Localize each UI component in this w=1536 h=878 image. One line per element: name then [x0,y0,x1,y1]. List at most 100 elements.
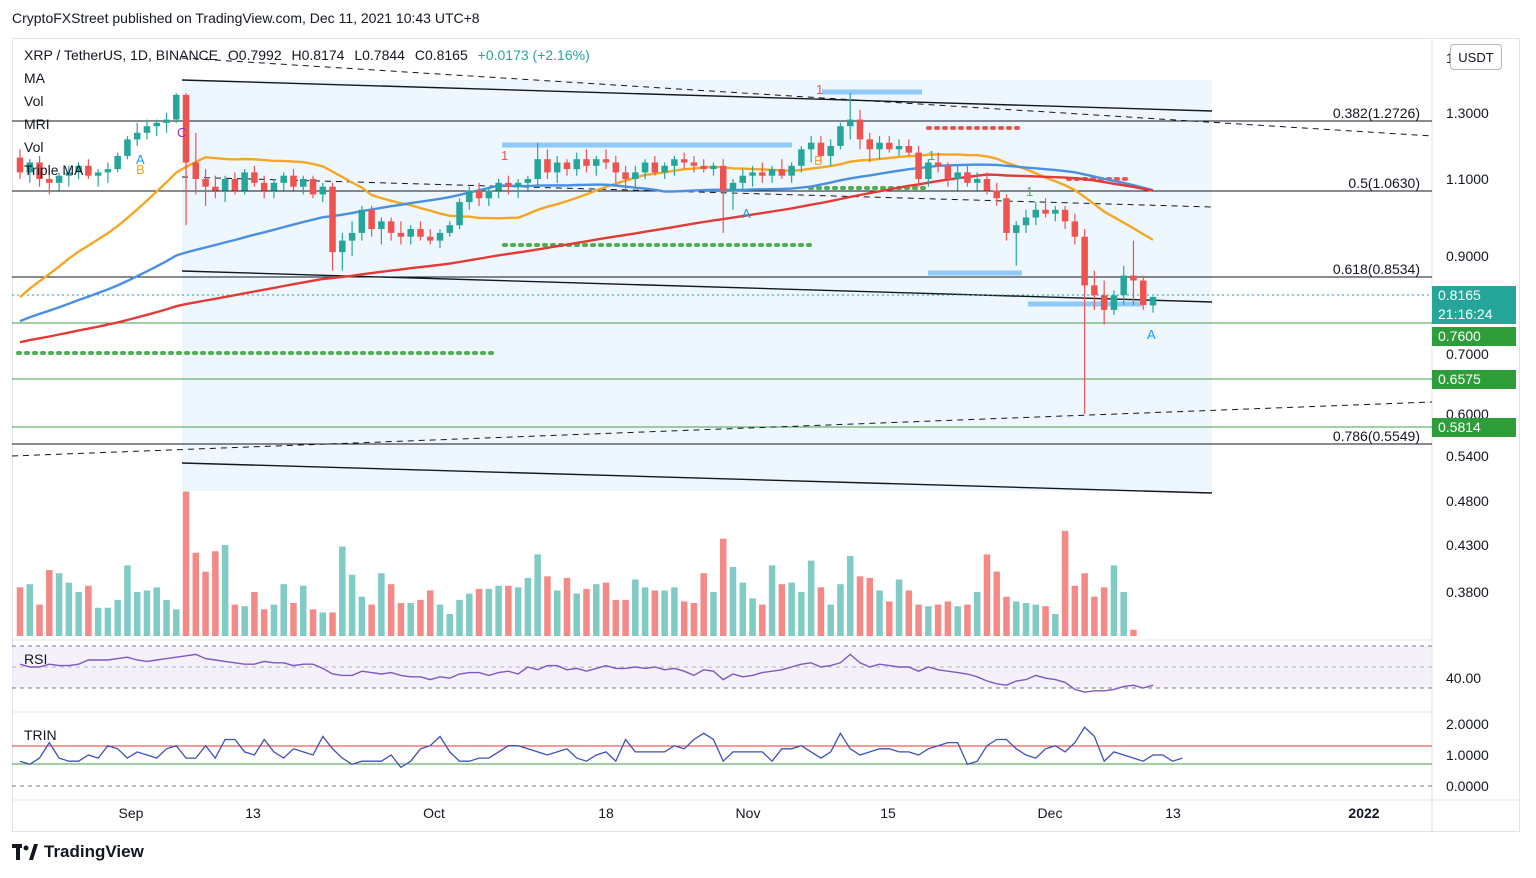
annotation-A: A [742,206,751,221]
candle-body [593,159,600,166]
volume-bar [358,596,366,636]
candle [221,175,229,203]
indicator-label-vol-2[interactable]: Vol [24,139,44,155]
candle [397,221,405,245]
close-value: C0.8165 [414,47,468,63]
candle-body [417,229,424,237]
candle [466,186,473,210]
volume-bar [46,570,53,636]
candle [182,93,190,226]
candle [65,165,73,187]
candle [75,162,82,179]
volume-bar [807,560,815,636]
candle-body [133,132,141,140]
candle-body [1081,236,1088,286]
candle-body [192,162,200,179]
volume-bar [221,544,229,636]
candle [719,159,727,233]
volume-bar [632,579,639,636]
candle [94,169,102,187]
indicator-label-triple-ma[interactable]: Triple MA [24,162,84,178]
candle-body [1149,296,1157,306]
fib-label-0786: 0.786(0.5549) [1333,428,1420,444]
price-tick-label: 1.1000 [1446,171,1489,187]
volume-bar [690,603,698,636]
volume-bar [456,599,463,636]
volume-bar [36,604,43,636]
price-tick-label: 1.3000 [1446,105,1489,121]
indicator-label-vol[interactable]: Vol [24,93,44,109]
candle [1003,194,1010,241]
candle-body [1110,295,1118,310]
candle-body [827,146,834,156]
candle [309,175,317,199]
candle-body [944,165,952,179]
volume-bar [192,552,200,636]
candle-body [622,172,629,179]
candle-body [817,142,825,156]
volume-bar [846,555,854,636]
candle-body [768,169,776,176]
candle [192,132,200,195]
candle-body [124,139,131,156]
candle [661,162,668,179]
candle [729,179,737,210]
candle [632,165,639,187]
candle-body [85,165,92,176]
volume-bar [182,491,190,636]
time-tick-label: 15 [880,805,896,821]
ma-slow-line [19,173,1154,344]
candle [944,162,952,187]
indicator-label-ma[interactable]: MA [24,70,45,86]
candle-body [993,190,1000,199]
brand[interactable]: TradingView [12,842,144,862]
volume-bar [55,573,63,636]
ma-fast-line [19,153,1154,299]
volume-bar [26,584,34,636]
candle-body [612,162,620,173]
candle-body [1061,209,1069,222]
volume-bar [1100,587,1108,636]
last-price-tag: 0.8165 [1432,286,1516,305]
volume-bar [436,604,444,636]
candle-body [778,169,786,176]
candle-body [1052,209,1059,214]
candle-body [1013,225,1020,233]
volume-bar [397,603,405,636]
symbol-legend[interactable]: XRP / TetherUS, 1D, BINANCE O0.7992 H0.8… [24,47,596,63]
annotation-1: 1 [928,148,935,163]
volume-bar [553,590,561,636]
volume-bar [719,538,727,636]
candle [1149,296,1157,313]
candle [143,119,151,140]
candle-body [1100,295,1108,310]
volume-bar [339,546,346,636]
volume-bar [1130,629,1137,636]
candle [925,159,932,187]
chart-frame [12,38,1520,832]
volume-bar [1071,585,1079,636]
volume-bar [876,590,883,636]
volume-bar [964,604,971,636]
volume-bar [466,593,473,636]
candle [886,136,893,153]
annotation-1: 1 [501,148,508,163]
volume-bar [583,588,590,636]
volume-bar [143,590,151,636]
volume-bar [16,587,24,636]
volume-bar [505,585,512,636]
volume-bar [212,551,219,636]
currency-button[interactable]: USDT [1450,44,1502,70]
candle-body [719,165,727,191]
candle [954,165,961,191]
candle-body [1003,198,1010,233]
indicator-label-mri[interactable]: MRI [24,116,50,132]
volume-bar [925,606,932,636]
candle [26,159,34,183]
candle-body [690,162,698,166]
volume-bar [1042,606,1049,636]
candle [798,146,805,173]
candle [553,155,561,183]
candle-body [173,94,180,120]
